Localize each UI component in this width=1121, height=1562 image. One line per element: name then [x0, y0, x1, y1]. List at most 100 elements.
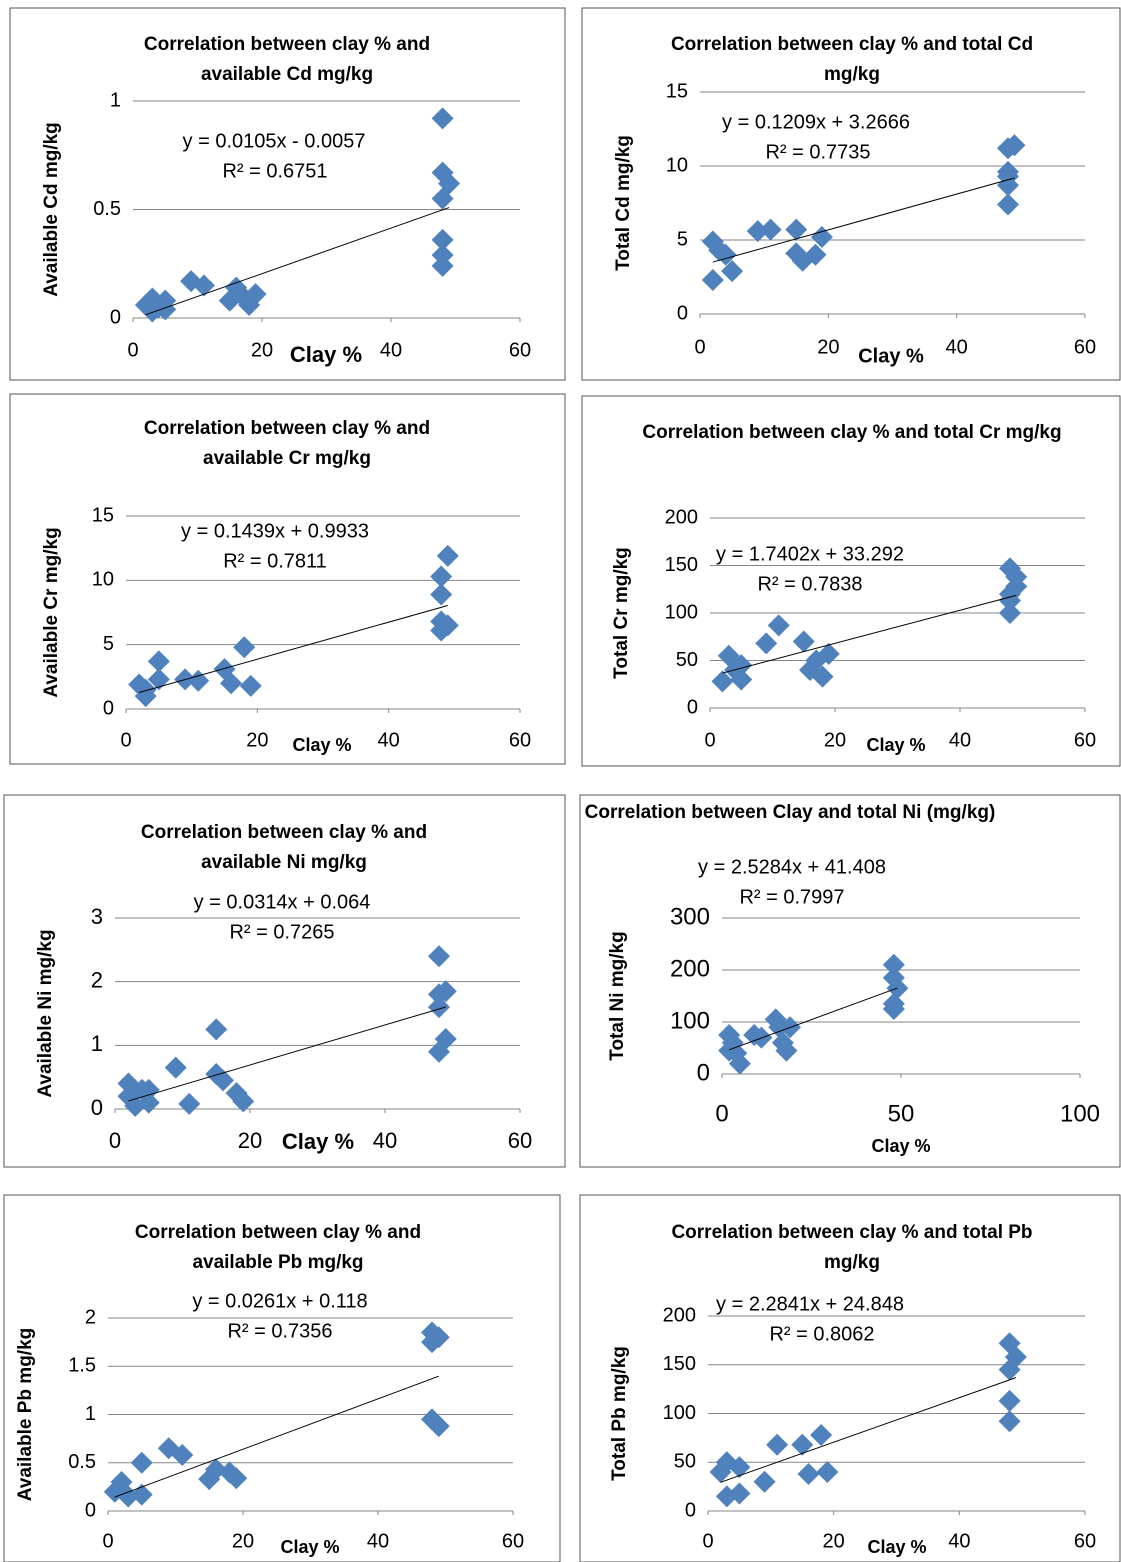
data-point — [178, 1092, 201, 1115]
x-tick-label: 20 — [824, 729, 846, 751]
x-tick-label: 40 — [378, 729, 400, 751]
y-axis-label: Total Pb mg/kg — [609, 1346, 630, 1481]
data-point — [164, 1056, 187, 1079]
data-point — [767, 614, 790, 637]
data-point — [997, 193, 1019, 216]
trendline-equation: y = 2.2841x + 24.848 — [716, 1293, 904, 1315]
data-point — [999, 583, 1021, 605]
y-axis-label: Total Cd mg/kg — [613, 135, 634, 271]
data-point — [434, 1027, 457, 1050]
x-axis-label: Clay % — [290, 342, 362, 367]
x-tick-label: 0 — [109, 1128, 121, 1153]
data-point — [998, 1389, 1021, 1412]
y-tick-label: 0 — [85, 1499, 96, 1521]
data-point — [810, 1423, 833, 1446]
trendline — [728, 987, 898, 1051]
x-axis-label: Clay % — [866, 735, 925, 755]
y-axis-label: Available Ni mg/kg — [35, 929, 56, 1097]
x-tick-label: 40 — [373, 1128, 397, 1153]
y-axis-label: Available Cr mg/kg — [41, 527, 62, 697]
data-point — [117, 1485, 140, 1508]
x-tick-label: 40 — [948, 1530, 970, 1552]
data-point — [816, 1461, 839, 1483]
data-point — [220, 672, 243, 695]
x-tick-label: 60 — [509, 339, 531, 361]
r-squared: R² = 0.7997 — [739, 886, 844, 908]
trendline — [720, 1377, 1017, 1483]
data-point — [759, 218, 782, 241]
y-tick-label: 5 — [677, 228, 688, 250]
x-axis-label: Clay % — [871, 1136, 930, 1156]
data-point — [728, 1482, 751, 1505]
x-axis-label: Clay % — [282, 1129, 354, 1154]
x-tick-label: 50 — [888, 1100, 915, 1127]
data-point — [147, 650, 170, 673]
trendline — [722, 594, 1017, 674]
data-point — [753, 1470, 776, 1493]
x-tick-label: 60 — [502, 1530, 524, 1552]
y-tick-label: 50 — [674, 1451, 696, 1473]
data-point — [233, 636, 256, 659]
data-point — [137, 1078, 160, 1101]
x-tick-label: 40 — [367, 1530, 389, 1552]
data-point — [728, 1052, 751, 1075]
y-tick-label: 0 — [677, 302, 688, 324]
x-axis-label: Clay % — [867, 1537, 926, 1557]
y-tick-label: 50 — [676, 649, 698, 671]
trendline-equation: y = 0.1209x + 3.2666 — [722, 111, 910, 133]
data-point — [187, 669, 210, 692]
chart-title: Correlation between clay % and total Pb … — [671, 1222, 1033, 1273]
data-point — [428, 996, 450, 1019]
data-point — [817, 642, 840, 665]
x-tick-label: 60 — [1074, 336, 1096, 358]
x-tick-label: 60 — [1074, 729, 1096, 751]
y-axis-label: Available Cd mg/kg — [41, 122, 62, 297]
x-axis-label: Clay % — [280, 1537, 339, 1557]
data-point — [427, 1415, 450, 1438]
panel-border — [9, 7, 566, 381]
r-squared: R² = 0.7811 — [223, 550, 327, 572]
y-tick-label: 1 — [91, 1031, 103, 1056]
y-tick-label: 0 — [685, 1499, 696, 1521]
data-point — [882, 998, 905, 1020]
y-tick-label: 10 — [666, 154, 688, 176]
data-point — [775, 1039, 798, 1062]
data-point — [998, 1410, 1021, 1433]
y-tick-label: 100 — [670, 1007, 710, 1034]
data-point — [436, 544, 459, 567]
data-point — [239, 674, 262, 697]
y-tick-label: 2 — [85, 1306, 96, 1328]
data-point — [232, 1090, 255, 1113]
data-point — [171, 1444, 194, 1467]
trendline-equation: y = 0.0105x - 0.0057 — [183, 130, 366, 152]
x-tick-label: 0 — [715, 1100, 728, 1127]
panel-border — [581, 395, 1121, 767]
y-tick-label: 2 — [91, 967, 103, 992]
data-point — [804, 243, 827, 266]
data-point — [192, 274, 215, 297]
y-tick-label: 3 — [91, 904, 103, 929]
data-point — [134, 678, 157, 701]
y-tick-label: 5 — [103, 633, 114, 655]
y-tick-label: 150 — [665, 554, 698, 576]
y-tick-label: 1.5 — [68, 1355, 96, 1377]
trendline — [138, 605, 448, 693]
y-tick-label: 1 — [110, 89, 121, 111]
trendline — [712, 177, 1015, 263]
data-point — [728, 1456, 751, 1479]
data-point — [430, 565, 453, 588]
data-point — [428, 945, 450, 968]
data-point — [436, 614, 459, 637]
y-tick-label: 200 — [670, 955, 710, 982]
chart-title: Correlation between clay % and available… — [134, 1222, 422, 1273]
r-squared: R² = 0.7265 — [229, 921, 334, 943]
data-point — [730, 668, 753, 691]
x-tick-label: 0 — [702, 1530, 713, 1552]
trendline — [114, 1375, 439, 1498]
data-point — [205, 1018, 228, 1041]
x-tick-label: 20 — [232, 1530, 254, 1552]
y-tick-label: 200 — [665, 506, 698, 528]
chart-title: Correlation between clay % and available… — [143, 418, 431, 469]
